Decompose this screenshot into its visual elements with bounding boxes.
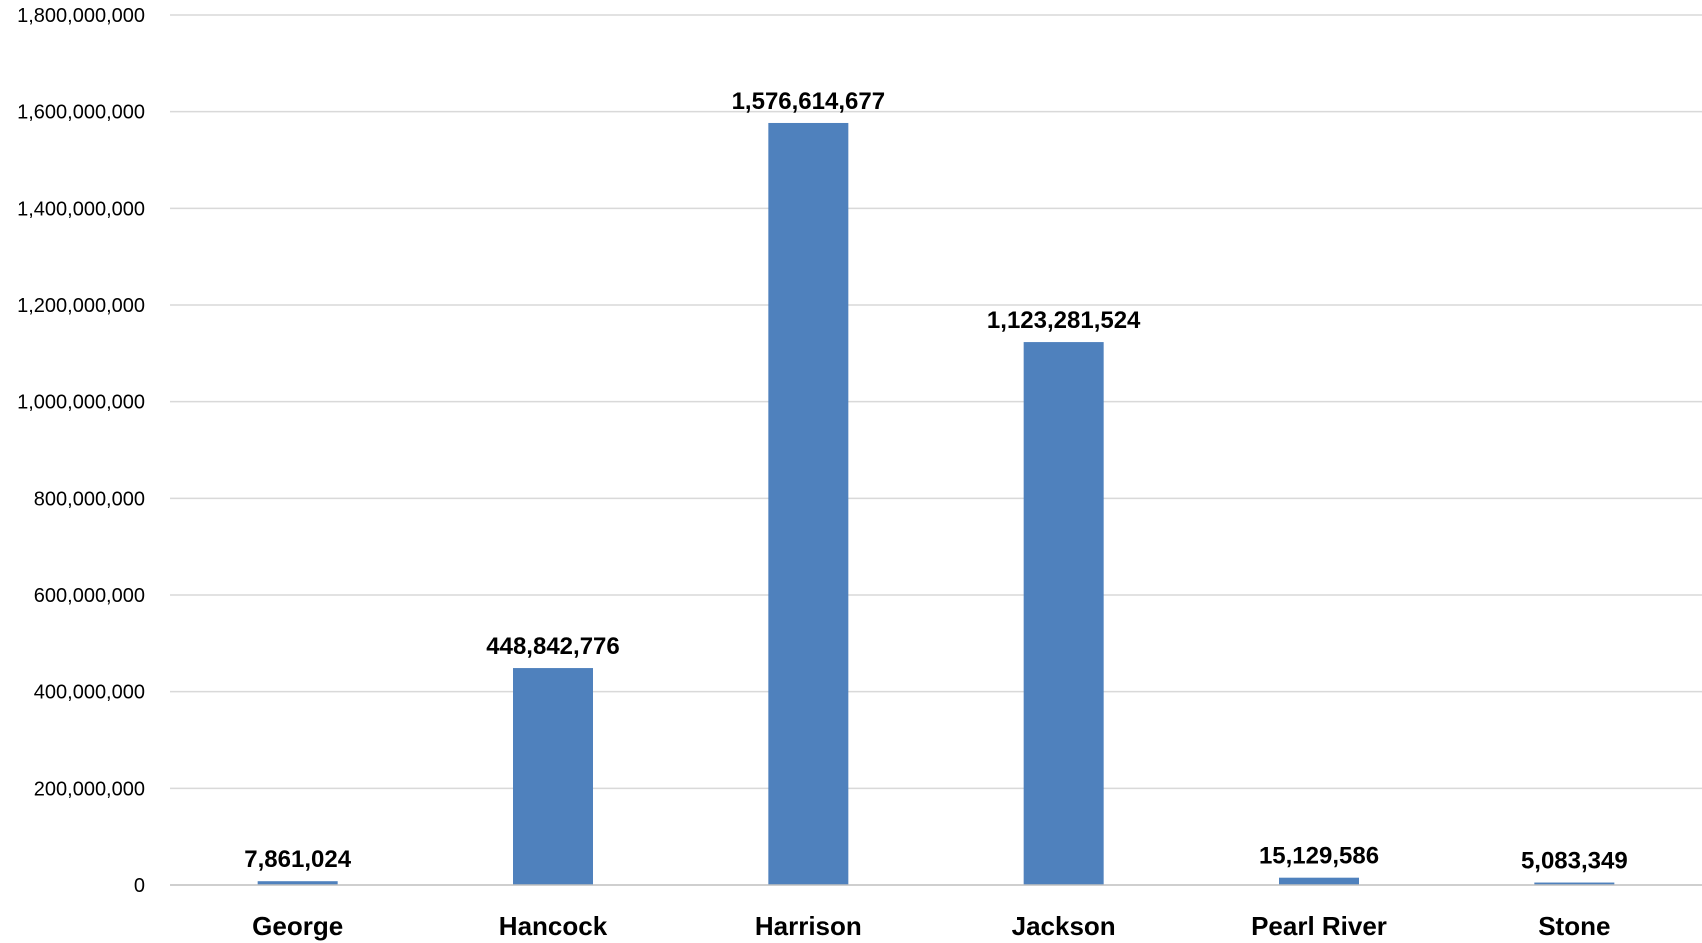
bar-hancock	[513, 668, 593, 885]
bar-george	[257, 881, 338, 885]
bar-jackson	[1023, 342, 1104, 886]
x-tick-label: Pearl River	[1251, 911, 1387, 941]
x-tick-label: George	[252, 911, 343, 941]
y-tick-label: 200,000,000	[34, 778, 145, 800]
x-tick-label: Hancock	[499, 911, 608, 941]
y-tick-label: 1,800,000,000	[17, 5, 145, 27]
data-label: 15,129,586	[1259, 843, 1379, 870]
y-tick-label: 1,400,000,000	[17, 198, 145, 220]
y-tick-label: 800,000,000	[34, 488, 145, 510]
y-tick-label: 600,000,000	[34, 585, 145, 607]
data-label: 1,576,614,677	[732, 88, 885, 115]
x-tick-label: Harrison	[755, 911, 862, 941]
bar-stone	[1534, 882, 1615, 885]
data-label: 7,861,024	[244, 846, 351, 873]
bars	[257, 122, 1615, 886]
y-tick-label: 400,000,000	[34, 682, 145, 704]
data-label: 1,123,281,524	[987, 307, 1141, 334]
y-tick-label: 1,200,000,000	[17, 295, 145, 317]
data-label: 448,842,776	[486, 633, 619, 660]
x-tick-label: Stone	[1538, 911, 1610, 941]
bar-harrison	[768, 122, 849, 885]
y-tick-label: 0	[134, 875, 145, 897]
bar-pearl-river	[1279, 877, 1359, 885]
data-labels: 7,861,024 448,842,776 1,576,614,677 1,123,2…	[244, 88, 1627, 875]
y-tick-label: 1,600,000,000	[17, 102, 145, 124]
x-axis: George Hancock Harrison Jackson Pearl River S…	[170, 884, 1702, 941]
x-tick-label: Jackson	[1012, 911, 1116, 941]
gridlines	[170, 14, 1702, 790]
y-axis: 0 200,000,000 400,000,000 600,000,000 800,00…	[17, 5, 145, 897]
data-label: 5,083,349	[1521, 848, 1628, 875]
y-tick-label: 1,000,000,000	[17, 392, 145, 414]
